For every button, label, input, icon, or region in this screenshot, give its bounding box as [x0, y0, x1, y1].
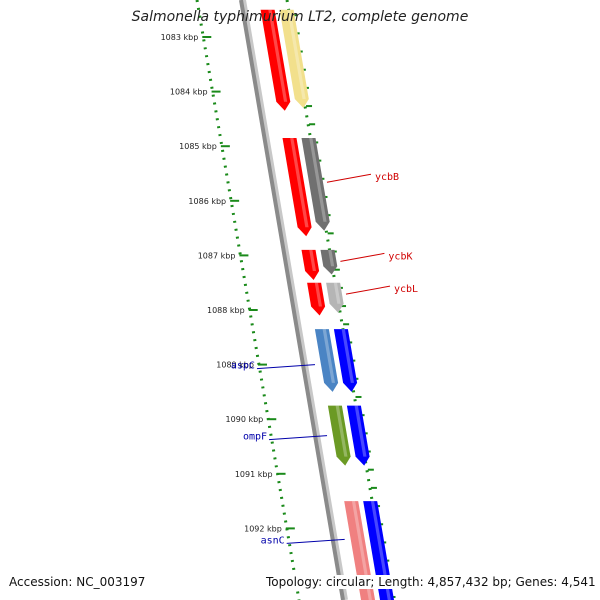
cds-feature — [346, 405, 370, 466]
backbone — [239, 0, 345, 600]
ruler-tick-label: 1085 kbp — [179, 142, 217, 151]
map-title: Salmonella typhimurium LT2, complete gen… — [131, 9, 469, 25]
gene-leader-line — [345, 285, 391, 295]
cds-feature — [320, 249, 338, 275]
cds-feature-highlight — [328, 249, 335, 267]
ruler-ticks: 1083 kbp 1084 kbp 1085 kbp 1086 kbp 1087 kbp… — [161, 33, 305, 588]
gene-leader-line — [269, 435, 328, 441]
cds-feature-highlight — [314, 282, 322, 307]
accession-label: Accession: NC_003197 — [9, 575, 146, 589]
gene-label: ycbB — [375, 172, 399, 183]
cds-feature-highlight — [290, 138, 309, 228]
gene-label: asnC — [261, 535, 285, 546]
genome-summary-label: Topology: circular; Length: 4,857,432 bp… — [264, 575, 598, 589]
gene-leader-line — [256, 364, 316, 370]
cds-feature — [301, 138, 330, 231]
gene-label: ycbL — [394, 284, 418, 295]
cds-feature — [301, 249, 320, 280]
inner-dotted-ring — [195, 0, 301, 600]
gene-label: aspC — [231, 361, 255, 372]
cds-feature-highlight — [354, 405, 367, 457]
cds-feature — [279, 9, 309, 109]
cds-feature-highlight — [309, 138, 327, 222]
cds-feature-highlight — [287, 9, 306, 100]
cds-feature-highlight — [322, 329, 335, 383]
cds-feature-highlight — [333, 282, 341, 304]
ruler-tick-label: 1090 kbp — [226, 415, 264, 424]
cds-feature-highlight — [335, 405, 348, 457]
inner-ring-line — [195, 0, 301, 600]
ruler-tick-label: 1091 kbp — [235, 470, 273, 479]
cds-feature — [307, 282, 326, 316]
ruler-tick-label: 1086 kbp — [188, 197, 226, 206]
gene-leader-line — [326, 173, 372, 183]
cds-feature — [260, 9, 291, 111]
cds-feature — [282, 138, 312, 237]
cds-feature — [314, 329, 339, 392]
gene-label: ycbK — [388, 251, 412, 262]
cds-feature-highlight — [341, 329, 354, 383]
ruler-tick-label: 1092 kbp — [244, 524, 282, 533]
cds-feature-highlight — [309, 249, 316, 271]
ruler-tick-label: 1088 kbp — [207, 306, 245, 315]
gene-leader-line — [286, 538, 345, 544]
gene-labels: ycbB ycbK ycbL aspC ompF asnC — [231, 172, 418, 546]
ruler-tick-label: 1084 kbp — [170, 88, 208, 97]
cds-feature-highlight — [268, 9, 288, 102]
cds-feature — [326, 282, 344, 313]
cds-feature — [327, 405, 351, 466]
ruler-tick-label: 1087 kbp — [198, 251, 236, 260]
cds-feature — [333, 329, 358, 392]
gene-leader-line — [340, 252, 385, 262]
ruler-tick-label: 1089 kbp — [216, 361, 254, 370]
ruler-tick-label: 1083 kbp — [161, 33, 199, 42]
gene-label: ompF — [243, 432, 267, 443]
